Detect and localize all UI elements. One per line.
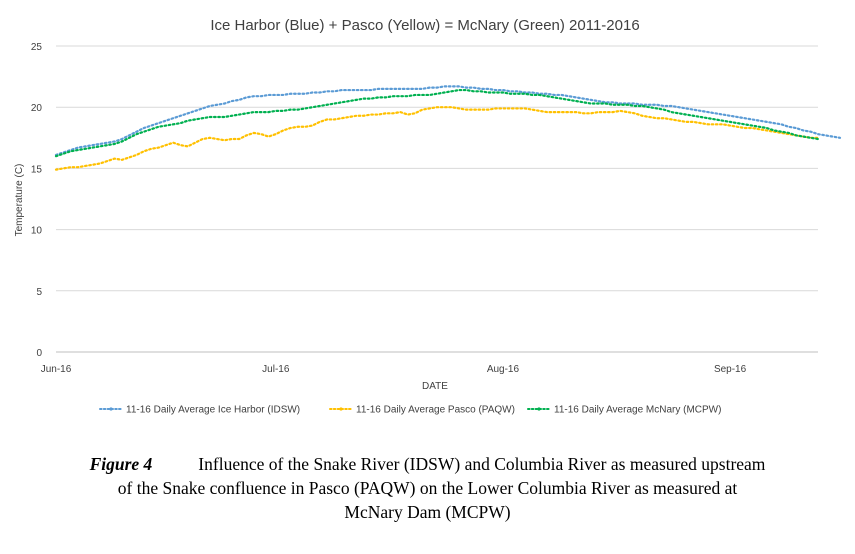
legend-label: 11-16 Daily Average McNary (MCPW): [554, 405, 721, 416]
caption-text-1: Influence of the Snake River (IDSW) and …: [198, 454, 766, 474]
chart-title: Ice Harbor (Blue) + Pasco (Yellow) = McN…: [210, 17, 639, 34]
series-1: [54, 85, 842, 157]
x-axis-ticks: Jun-16 Jul-16 Aug-16 Sep-16: [41, 364, 747, 375]
series-layer: [54, 85, 842, 171]
y-axis-title: Temperature (C): [14, 164, 25, 237]
y-tick-label: 20: [31, 103, 43, 114]
y-tick-label: 15: [31, 164, 43, 175]
series-2: [54, 106, 820, 171]
figure-label: Figure 4: [89, 454, 153, 474]
legend-marker: [339, 407, 343, 411]
series-3: [54, 88, 820, 158]
caption-line-3: McNary Dam (MCPW): [344, 502, 511, 522]
x-axis-title: DATE: [422, 381, 448, 392]
x-tick-label: Aug-16: [487, 364, 520, 375]
legend: 11-16 Daily Average Ice Harbor (IDSW) 11-…: [99, 405, 721, 416]
caption-line-1: Figure 4 Influence of the Snake River (ID…: [0, 452, 855, 476]
caption-line-2: of the Snake confluence in Pasco (PAQW) …: [117, 478, 738, 498]
y-tick-label: 10: [31, 226, 43, 237]
line-chart: Ice Harbor (Blue) + Pasco (Yellow) = McN…: [14, 17, 842, 416]
x-tick-label: Sep-16: [714, 364, 747, 375]
legend-label: 11-16 Daily Average Ice Harbor (IDSW): [126, 405, 300, 416]
figure-caption: Figure 4 Influence of the Snake River (ID…: [0, 452, 855, 524]
legend-marker: [109, 407, 113, 411]
legend-label: 11-16 Daily Average Pasco (PAQW): [356, 405, 515, 416]
series-line: [54, 106, 820, 171]
x-tick-label: Jul-16: [262, 364, 290, 375]
y-tick-label: 5: [36, 287, 42, 298]
x-tick-label: Jun-16: [41, 364, 72, 375]
chart-area: Ice Harbor (Blue) + Pasco (Yellow) = McN…: [14, 17, 842, 416]
y-tick-label: 0: [36, 348, 42, 359]
y-axis-ticks: 0 5 10 15 20 25: [31, 42, 43, 359]
y-tick-label: 25: [31, 42, 43, 53]
legend-marker: [537, 407, 541, 411]
series-line: [54, 88, 820, 158]
series-line: [54, 85, 842, 157]
gridlines: [56, 45, 818, 353]
